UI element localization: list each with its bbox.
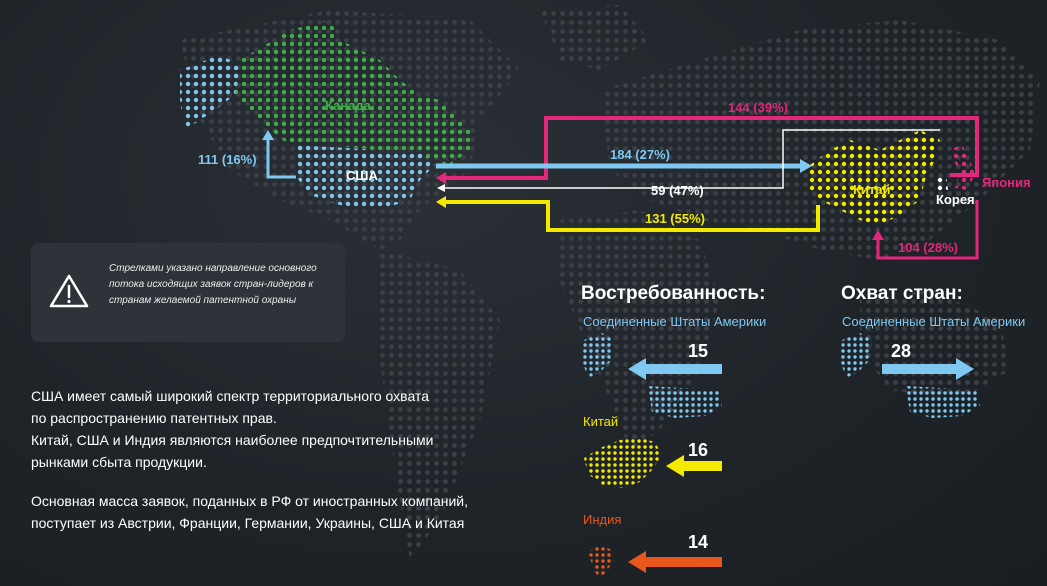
flow-label-japan-to-china: 104 (28%)	[898, 240, 958, 255]
note-box: Стрелками указано направление основного …	[31, 243, 345, 342]
summary-line: США имеет самый широкий спектр территори…	[31, 385, 511, 407]
demand-india-arrowhead	[628, 551, 646, 573]
summary-line: по распространению патентных прав.	[31, 407, 511, 429]
flow-arrowhead-china-to-usa	[436, 196, 446, 208]
coverage-usa-value: 28	[891, 341, 911, 362]
warning-icon	[49, 273, 89, 309]
flow-label-usa-self: 111 (16%)	[198, 152, 257, 167]
demand-china-arrow	[682, 461, 722, 471]
demand-china-label: Китай	[583, 414, 618, 429]
demand-title: Востребованность:	[581, 283, 765, 305]
demand-china-value: 16	[688, 440, 708, 461]
usa-label: США	[346, 168, 378, 183]
korea-label: Корея	[936, 192, 975, 207]
summary-line: поступает из Австрии, Франции, Германии,…	[31, 512, 511, 534]
coverage-usa-arrow	[882, 364, 958, 374]
demand-usa-value: 15	[688, 341, 708, 362]
demand-india-mini-map	[588, 545, 614, 580]
note-text: Стрелками указано направление основного …	[109, 261, 333, 309]
summary-line: Китай, США и Индия являются наиболее пре…	[31, 429, 511, 451]
summary-line: Основная масса заявок, поданных в РФ от …	[31, 490, 511, 512]
demand-usa-label: Соединенные Штаты Америки	[583, 314, 766, 329]
demand-india-value: 14	[688, 532, 708, 553]
demand-usa-mini-map	[648, 386, 722, 418]
coverage-usa-label: Соединенные Штаты Америки	[842, 314, 1025, 329]
demand-india-label: Индия	[583, 512, 621, 527]
demand-india-arrow	[644, 557, 722, 567]
flow-label-japan-to-usa: 144 (39%)	[728, 100, 788, 115]
flow-label-korea-to-usa: 59 (47%)	[651, 183, 704, 198]
japan-label: Япония	[982, 175, 1031, 190]
demand-china-mini-map	[584, 438, 662, 488]
china-label: Китай	[853, 182, 891, 197]
coverage-title: Охват стран:	[841, 283, 963, 305]
demand-usa-arrow	[644, 364, 722, 374]
summary-paragraph-2: Основная масса заявок, поданных в РФ от …	[31, 490, 511, 534]
flow-label-usa-to-china: 184 (27%)	[610, 147, 670, 162]
coverage-alaska-mini-map	[840, 333, 872, 378]
summary-line: рынками сбыта продукции.	[31, 451, 511, 473]
demand-china-arrowhead	[666, 455, 684, 477]
summary-paragraph-1: США имеет самый широкий спектр территори…	[31, 385, 511, 473]
flow-label-china-to-usa: 131 (55%)	[645, 211, 705, 226]
canada-label: Канада	[325, 98, 371, 113]
coverage-usa-mini-map	[906, 386, 980, 418]
